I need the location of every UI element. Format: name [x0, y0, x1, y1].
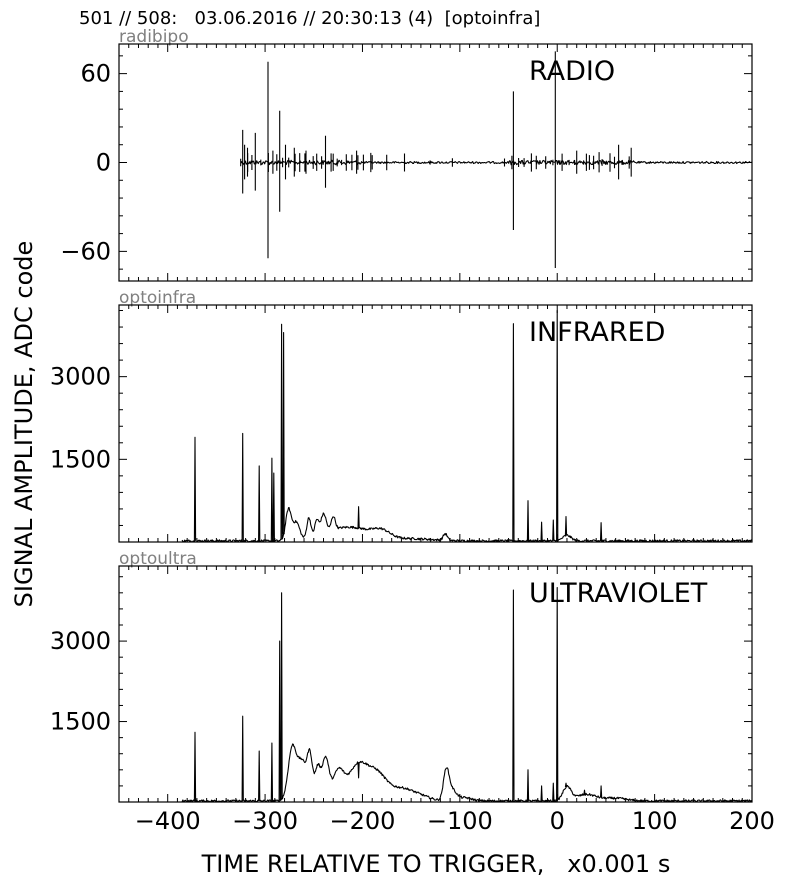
- series-trace-ultraviolet: [181, 586, 753, 803]
- x-axis-label: TIME RELATIVE TO TRIGGER, x0.001 s: [201, 850, 671, 878]
- figure-header: 501 // 508: 03.06.2016 // 20:30:13 (4) […: [79, 8, 541, 29]
- series-trace-infrared: [181, 309, 753, 543]
- panel-frame: [118, 304, 753, 543]
- x-tick-label: 0: [550, 807, 565, 835]
- y-tick-label: 3000: [50, 363, 111, 391]
- x-tick-label: −200: [330, 807, 396, 835]
- panel-label-infrared: INFRARED: [529, 317, 665, 348]
- x-tick-label: −300: [232, 807, 298, 835]
- y-tick-label: 1500: [50, 708, 111, 736]
- panel-label-ultraviolet: ULTRAVIOLET: [529, 578, 708, 609]
- y-tick-label: 3000: [50, 627, 111, 655]
- x-tick-label: 100: [632, 807, 678, 835]
- panel-frame: [118, 43, 753, 282]
- y-tick-label: 60: [80, 60, 111, 88]
- panels: radibipo 60 0 −60 RADIO optoinfra 3000 1500 INFR…: [50, 27, 775, 835]
- panel-frame: [118, 565, 753, 803]
- series-trace-radio: [240, 51, 753, 268]
- channel-caption-infrared: optoinfra: [119, 288, 196, 308]
- y-tick-label: 0: [96, 149, 111, 177]
- y-tick-label: −60: [60, 237, 111, 265]
- x-tick-label: −400: [135, 807, 201, 835]
- panel-infrared: optoinfra 3000 1500 INFRARED: [50, 288, 753, 543]
- panel-ultraviolet: optoultra 3000 1500 ULTRAVIOLET: [50, 549, 753, 803]
- channel-caption-ultraviolet: optoultra: [119, 549, 197, 569]
- y-axis-label: SIGNAL AMPLITUDE, ADC code: [10, 241, 38, 608]
- y-tick-label: 1500: [50, 445, 111, 473]
- x-tick-label: 200: [729, 807, 775, 835]
- panel-label-radio: RADIO: [529, 56, 615, 87]
- x-tick-label: −100: [427, 807, 493, 835]
- panel-radio: radibipo 60 0 −60 RADIO: [60, 27, 753, 282]
- channel-caption-radio: radibipo: [119, 27, 189, 47]
